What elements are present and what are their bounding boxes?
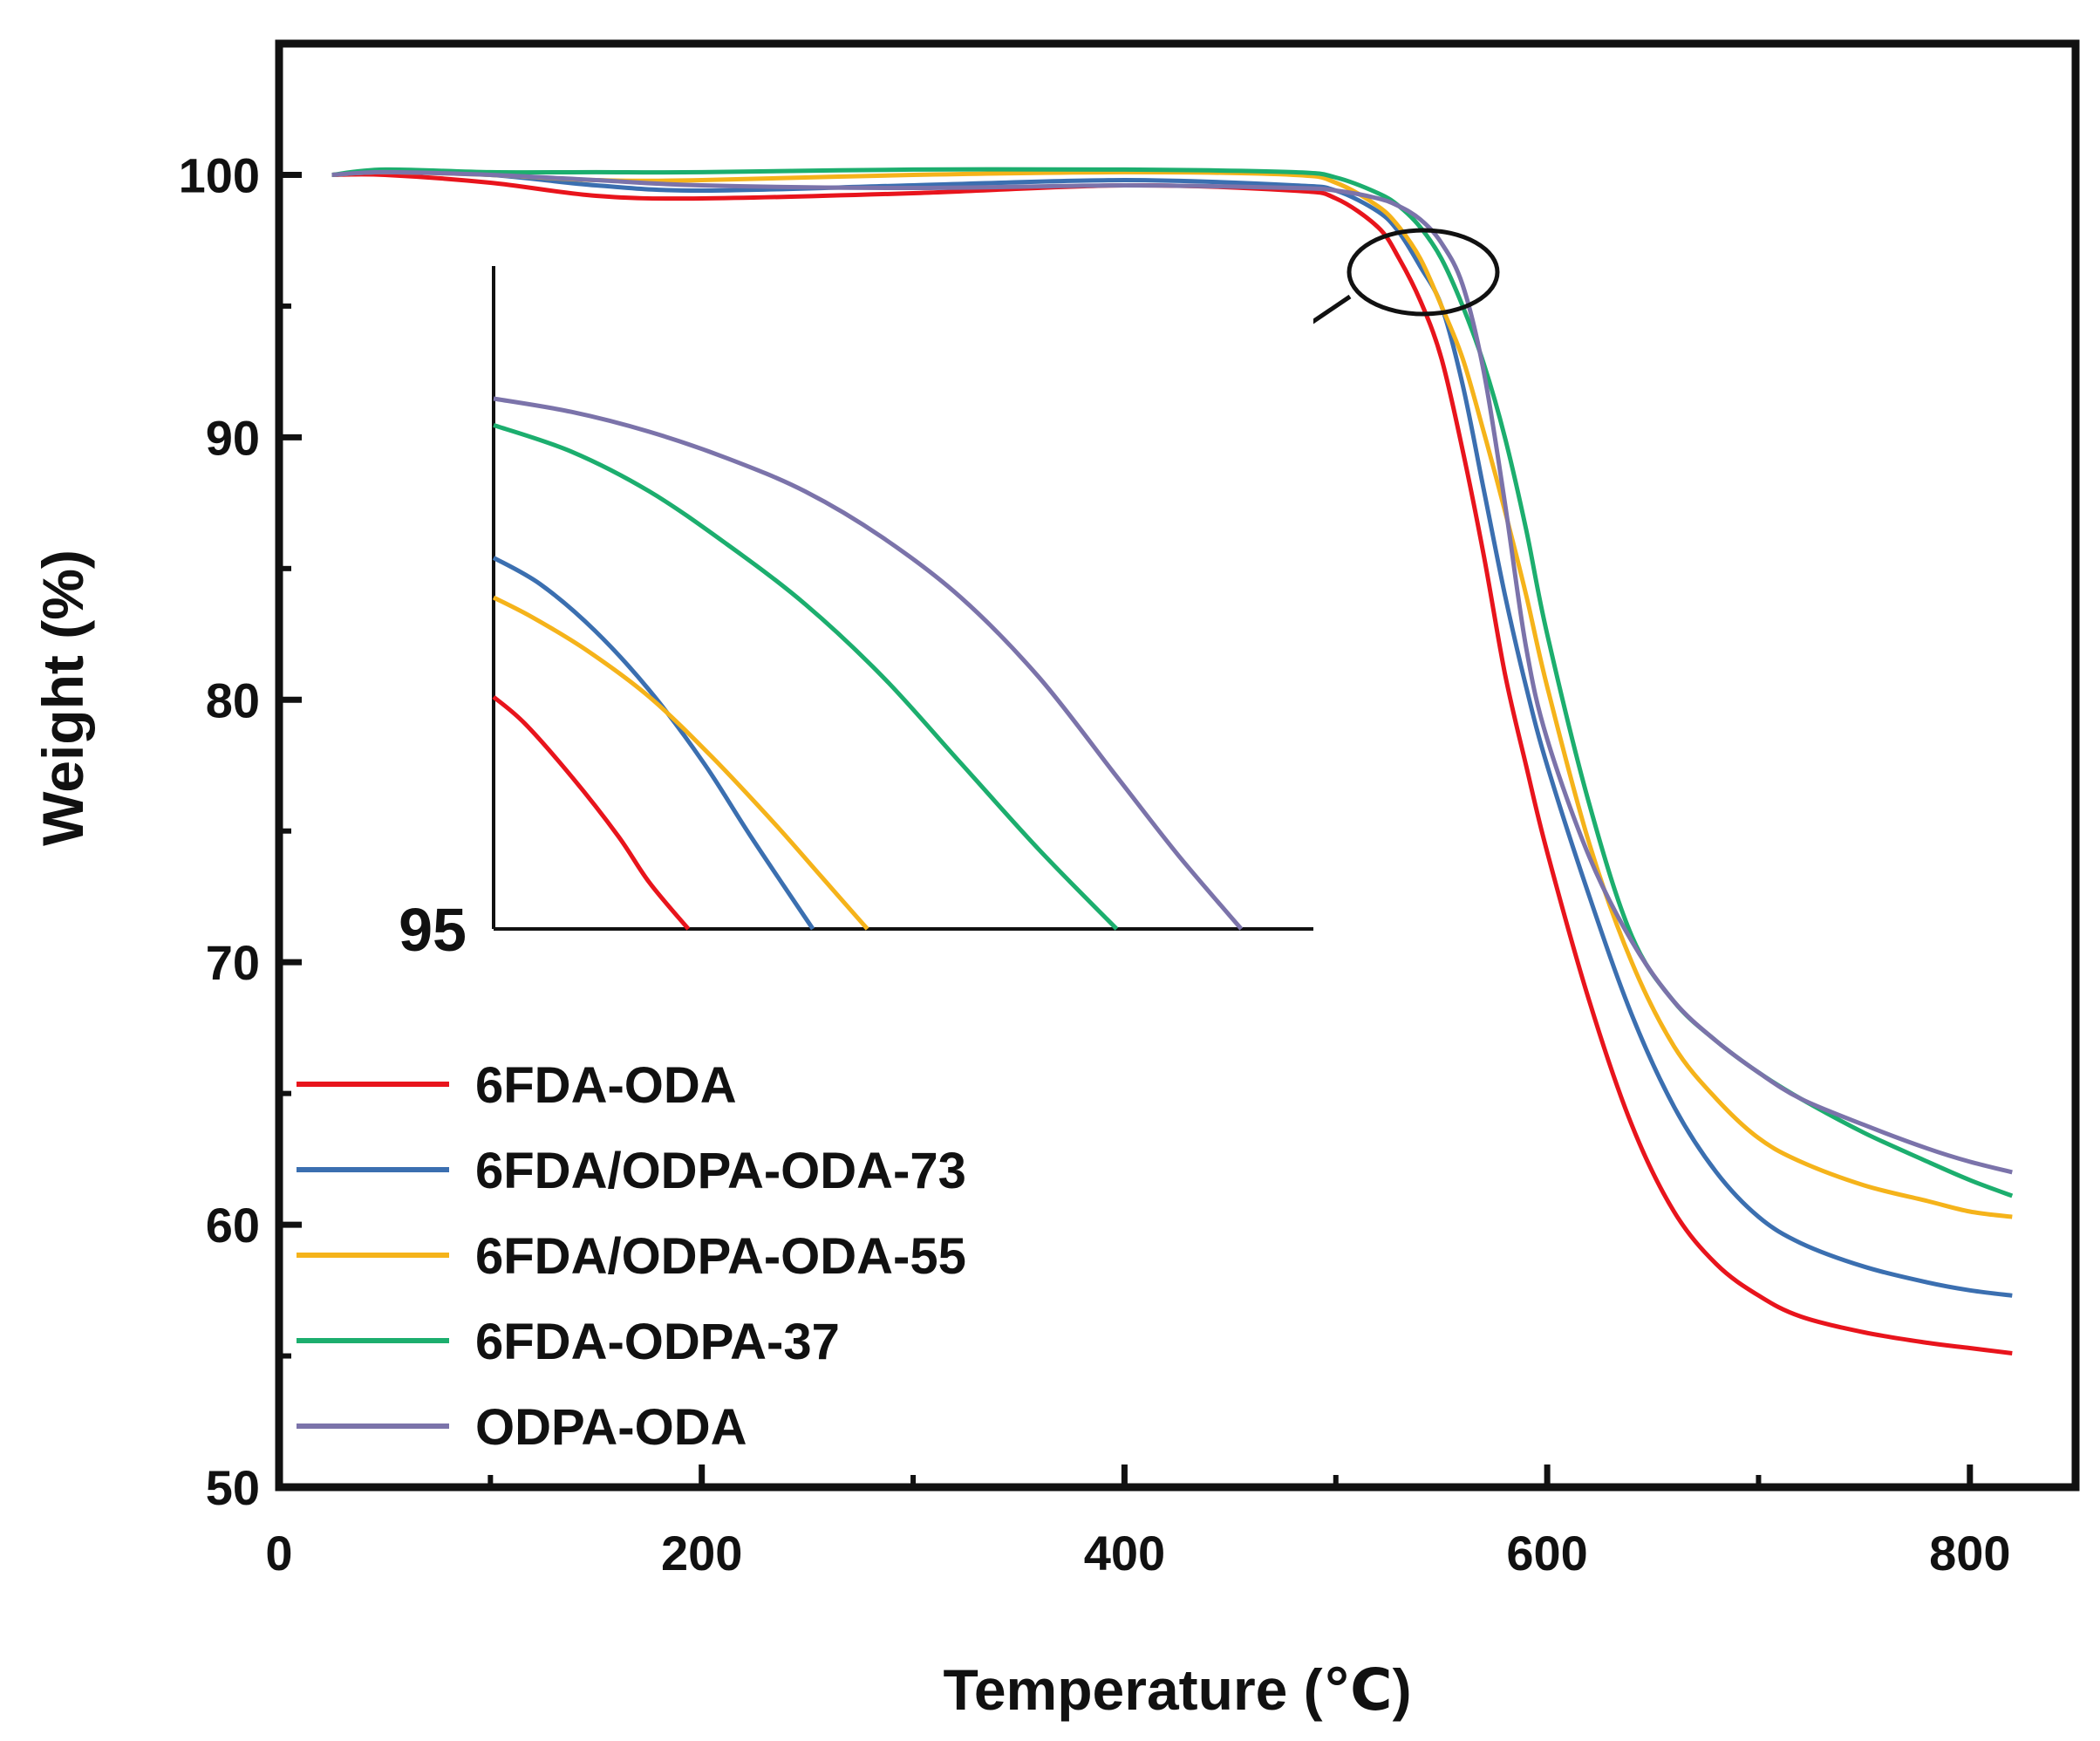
y-axis-title: Weight (%) bbox=[31, 550, 95, 846]
legend-label: 6FDA/ODPA-ODA-73 bbox=[475, 1143, 966, 1199]
x-axis-title: Temperature (℃) bbox=[943, 1657, 1411, 1722]
magnify-ellipse bbox=[1347, 228, 1500, 317]
series-line-6fda-oda bbox=[331, 172, 2013, 1355]
inset-background bbox=[494, 266, 1313, 929]
series-line-odpa-oda bbox=[331, 169, 2013, 1175]
legend: 6FDA-ODA 6FDA/ODPA-ODA-73 6FDA/ODPA-ODA-55… bbox=[297, 1057, 966, 1456]
inset-y-label: 95 bbox=[399, 896, 467, 964]
legend-label: 6FDA/ODPA-ODA-55 bbox=[475, 1228, 966, 1285]
x-tick-label: 400 bbox=[1084, 1526, 1165, 1581]
y-tick-label: 80 bbox=[206, 673, 260, 727]
inset-line-6fda-odpa-oda-73 bbox=[492, 556, 815, 931]
inset-series-lines bbox=[492, 396, 1244, 931]
inset-line-odpa-oda bbox=[493, 396, 1244, 931]
axis-ticks bbox=[276, 171, 1974, 1491]
series-line-6fda-odpa-oda-73 bbox=[331, 169, 2013, 1298]
x-tick-label: 800 bbox=[1929, 1526, 2010, 1581]
y-tick-label: 90 bbox=[206, 410, 260, 465]
inset-zoom: 95 bbox=[399, 266, 1313, 964]
series-line-6fda-odpa-oda-55 bbox=[331, 169, 2013, 1219]
y-tick-label: 100 bbox=[179, 147, 260, 202]
plot-frame bbox=[275, 39, 2080, 1492]
legend-label: 6FDA-ODA bbox=[475, 1057, 737, 1114]
y-tick-label: 70 bbox=[206, 935, 260, 990]
inset-line-6fda-oda bbox=[492, 695, 691, 931]
legend-label: ODPA-ODA bbox=[475, 1399, 747, 1456]
y-tick-label: 60 bbox=[206, 1198, 260, 1253]
inset-line-6fda-odpa-37 bbox=[493, 423, 1119, 931]
legend-label: 6FDA-ODPA-37 bbox=[475, 1314, 840, 1370]
x-tick-label: 600 bbox=[1506, 1526, 1587, 1581]
y-tick-label: 50 bbox=[206, 1460, 260, 1515]
x-tick-label: 200 bbox=[661, 1526, 742, 1581]
x-tick-labels: 0 200 400 600 800 bbox=[265, 1526, 2010, 1581]
y-tick-labels: 50 60 70 80 90 100 bbox=[179, 147, 260, 1515]
x-tick-label: 0 bbox=[265, 1526, 292, 1581]
inset-line-6fda-odpa-oda-55 bbox=[492, 595, 869, 931]
